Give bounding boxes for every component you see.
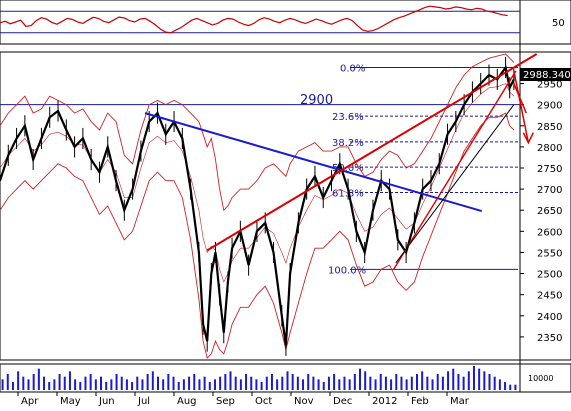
fib-label-5: 100.0% [328, 265, 366, 276]
upper-band-line [0, 53, 515, 212]
projection-arrow-shaft [513, 70, 530, 143]
price-tick-label-1: 2400 [537, 312, 562, 323]
x-tick-label-8: Dec [333, 396, 352, 407]
price-tick-label-8: 2750 [537, 164, 562, 175]
x-tick-label-7: Nov [294, 396, 314, 407]
last-value-marker: 2988.340 [520, 68, 571, 81]
lower-band-line [0, 112, 515, 359]
oscillator-panel [0, 0, 571, 45]
level-label: 2900 [300, 93, 333, 108]
x-tick-label-11: Mar [450, 396, 470, 407]
uptrend-channel-inner [395, 104, 515, 264]
last-value-label: 2988.340 [523, 70, 571, 81]
price-tick-label-9: 2800 [537, 143, 562, 154]
oscillator-series-line [0, 5, 508, 34]
x-tick-label-9: 2012 [372, 396, 397, 407]
x-tick-label-3: Jul [137, 396, 150, 407]
volume-scale-label: 10000 [528, 374, 553, 383]
projection-arrow-shaft-2 [513, 83, 527, 114]
price-tick-label-5: 2600 [537, 227, 562, 238]
oscillator-tick-0: 50 [552, 18, 565, 29]
price-tick-label-12: 2950 [537, 80, 562, 91]
fib-label-1: 23.6% [332, 112, 364, 123]
price-tick-label-10: 2850 [537, 122, 562, 133]
price-tick-label-3: 2500 [537, 270, 562, 281]
projection-arrow-head [522, 132, 535, 145]
x-tick-label-4: Aug [177, 396, 197, 407]
price-tick-label-6: 2650 [537, 206, 562, 217]
uptrend-line-lower [393, 70, 517, 270]
fib-label-2: 38.2% [332, 138, 364, 149]
price-tick-label-0: 2350 [537, 333, 562, 344]
x-tick-label-5: Sep [216, 396, 235, 407]
price-panel [0, 51, 571, 361]
x-tick-label-1: May [60, 396, 81, 407]
price-tick-label-2: 2450 [537, 291, 562, 302]
x-tick-label-6: Oct [255, 396, 272, 407]
uptrend-line-upper [206, 53, 538, 252]
x-tick-label-0: Apr [21, 396, 39, 407]
price-tick-label-7: 2700 [537, 185, 562, 196]
fib-label-3: 50.0% [332, 163, 364, 174]
fib-label-0: 0.0% [340, 64, 365, 75]
x-tick-label-10: Feb [411, 396, 429, 407]
price-tick-label-4: 2550 [537, 248, 562, 259]
x-tick-label-2: Jun [98, 396, 115, 407]
price-tick-label-11: 2900 [537, 101, 562, 112]
downtrend-line [144, 112, 483, 213]
